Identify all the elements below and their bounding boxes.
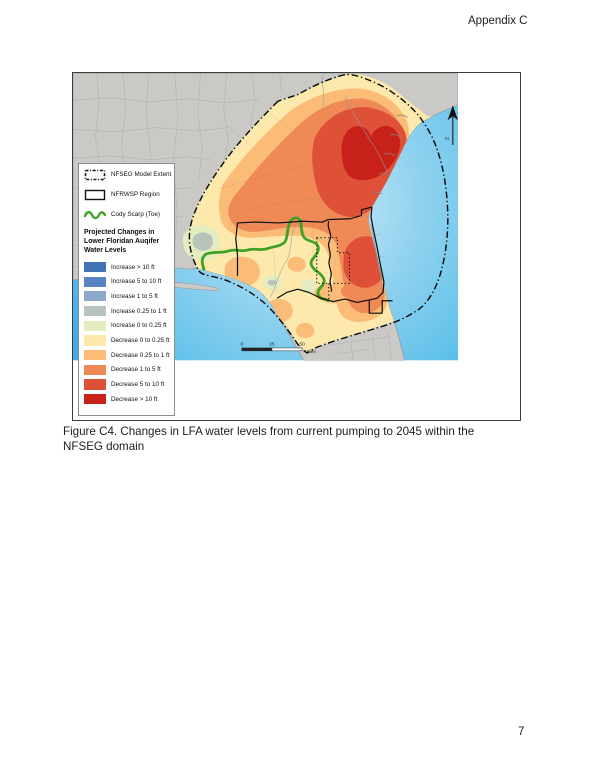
legend-class-row: Decrease 0.25 to 1 ft — [84, 350, 170, 361]
class-label: Decrease 5 to 10 ft — [111, 381, 165, 388]
class-label: Increase 5 to 10 ft — [111, 278, 162, 286]
color-swatch — [84, 335, 106, 346]
scale-tick-25: 25 — [269, 342, 275, 347]
class-label: Decrease 1 to 5 ft — [111, 366, 161, 374]
color-swatch — [84, 379, 106, 390]
legend-title: Projected Changes in Lower Floridan Auqi… — [84, 229, 160, 254]
legend-item-nfrwsp-region: NFRWSP Region — [84, 189, 170, 201]
rivers — [269, 74, 388, 298]
nfseg-extent-line — [188, 73, 449, 354]
legend-class-row: Increase 0 to 0.25 ft — [84, 320, 170, 331]
legend-class-row: Increase 0.25 to 1 ft — [84, 305, 170, 317]
legend-item-nfseg-extent: NFSEG Model Extent — [84, 169, 172, 181]
estuary-lines — [371, 114, 409, 195]
color-swatch — [84, 394, 106, 405]
color-swatch — [84, 305, 106, 317]
color-swatch — [84, 261, 106, 273]
map-legend: NFSEG Model Extent NFRWSP Region Cody Sc… — [78, 163, 175, 416]
class-label: Decrease > 10 ft — [111, 395, 158, 403]
zone-decrease-gt10 — [341, 125, 401, 181]
figure-caption: Figure C4. Changes in LFA water levels f… — [63, 425, 475, 454]
legend-class-row: Increase > 10 ft — [84, 261, 170, 273]
legend-class-row: Decrease > 10 ft — [84, 394, 170, 405]
class-label: Increase 0 to 0.25 ft — [111, 322, 167, 330]
north-arrow: N — [445, 105, 458, 146]
color-swatch — [84, 276, 106, 287]
color-swatch — [84, 320, 106, 331]
zone-increase-025-1 — [192, 232, 214, 251]
legend-class-row: Decrease 0 to 0.25 ft — [84, 335, 170, 346]
page-number: 7 — [518, 726, 525, 738]
legend-label-cody-scarp: Cody Scarp (Toe) — [111, 210, 160, 218]
outline-box-icon — [84, 189, 106, 201]
scale-unit: Miles — [305, 349, 317, 354]
scale-tick-50: 50 — [299, 342, 305, 347]
nfrwsp-boundary — [235, 206, 393, 314]
class-label: Increase 0.25 to 1 ft — [111, 307, 167, 315]
legend-class-row: Decrease 5 to 10 ft — [84, 379, 170, 390]
dash-dot-box-icon — [84, 169, 106, 181]
scale-bar: 0 25 50 Miles — [240, 342, 316, 354]
dotted-subboundary — [316, 237, 350, 301]
header-appendix: Appendix C — [468, 15, 528, 27]
legend-class-row: Decrease 1 to 5 ft — [84, 364, 170, 375]
legend-item-cody-scarp: Cody Scarp (Toe) — [84, 209, 170, 221]
color-swatch — [84, 291, 106, 302]
class-label: Increase 1 to 5 ft — [111, 292, 158, 300]
north-arrow-label: N — [445, 136, 449, 142]
color-swatch — [84, 364, 106, 375]
legend-class-row: Increase 1 to 5 ft — [84, 291, 170, 302]
class-label: Decrease 0 to 0.25 ft — [111, 336, 170, 344]
zone-increase-025-1-small — [267, 279, 277, 286]
scale-tick-0: 0 — [240, 342, 243, 347]
green-squiggle-icon — [84, 210, 106, 220]
legend-label-nfseg-extent: NFSEG Model Extent — [111, 170, 172, 178]
lagoon-line — [370, 223, 382, 283]
legend-class-row: Increase 5 to 10 ft — [84, 276, 170, 287]
legend-label-nfrwsp-region: NFRWSP Region — [111, 190, 160, 198]
class-label: Increase > 10 ft — [111, 263, 155, 271]
zone-increase-0-025 — [182, 225, 317, 295]
class-label: Decrease 0.25 to 1 ft — [111, 351, 170, 359]
color-swatch — [84, 350, 106, 361]
